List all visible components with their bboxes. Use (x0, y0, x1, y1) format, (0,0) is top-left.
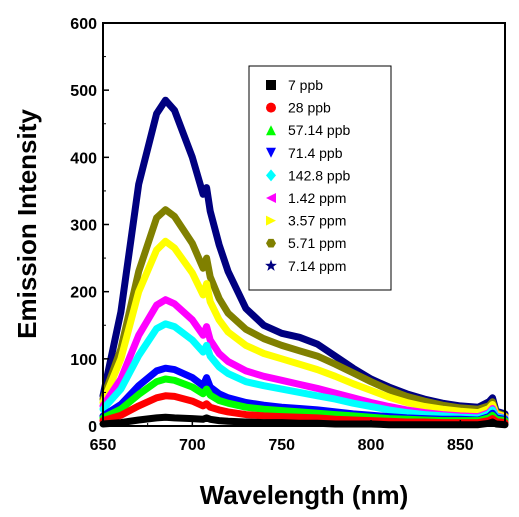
y-tick-label: 100 (70, 352, 97, 369)
y-tick-label: 400 (70, 150, 97, 167)
legend-label: 28 ppb (288, 100, 331, 116)
legend-label: 7.14 ppm (288, 258, 346, 274)
legend-label: 71.4 ppb (288, 145, 343, 161)
legend: 7 ppb 28 ppb 57.14 ppb 71.4 ppb 142.8 ppb 1.4… (248, 65, 392, 291)
y-axis-label: Emission Intensity (12, 109, 42, 339)
x-tick-label: 850 (447, 437, 474, 454)
legend-marker (266, 169, 276, 182)
legend-marker (266, 238, 276, 248)
legend-label: 142.8 ppb (288, 167, 350, 183)
legend-label: 1.42 ppm (288, 190, 346, 206)
x-axis-label: Wavelength (nm) (200, 480, 408, 510)
legend-label: 57.14 ppb (288, 122, 350, 138)
legend-marker (266, 125, 276, 136)
legend-label: 7 ppb (288, 77, 323, 93)
x-tick-label: 650 (90, 437, 117, 454)
series-3-57-ppm (99, 237, 509, 421)
series-layer (99, 96, 509, 429)
x-tick-label: 750 (268, 437, 295, 454)
y-tick-label: 300 (70, 218, 97, 235)
legend-marker (266, 215, 276, 226)
y-tick-label: 0 (88, 419, 97, 436)
x-tick-label: 800 (358, 437, 385, 454)
legend-label: 5.71 ppm (288, 235, 346, 251)
legend-label: 3.57 ppm (288, 213, 346, 229)
legend-marker (265, 259, 277, 271)
legend-marker (266, 80, 276, 90)
y-tick-label: 600 (70, 16, 97, 33)
y-tick-label: 200 (70, 285, 97, 302)
legend-marker (266, 147, 276, 158)
x-tick-label: 700 (179, 437, 206, 454)
y-tick-label: 500 (70, 83, 97, 100)
legend-marker (266, 193, 276, 203)
ticks-layer: 650 700 750 800 850 0 100 200 300 400 500 600 (70, 16, 473, 454)
legend-marker (266, 102, 276, 113)
series-7-ppb (99, 413, 509, 429)
